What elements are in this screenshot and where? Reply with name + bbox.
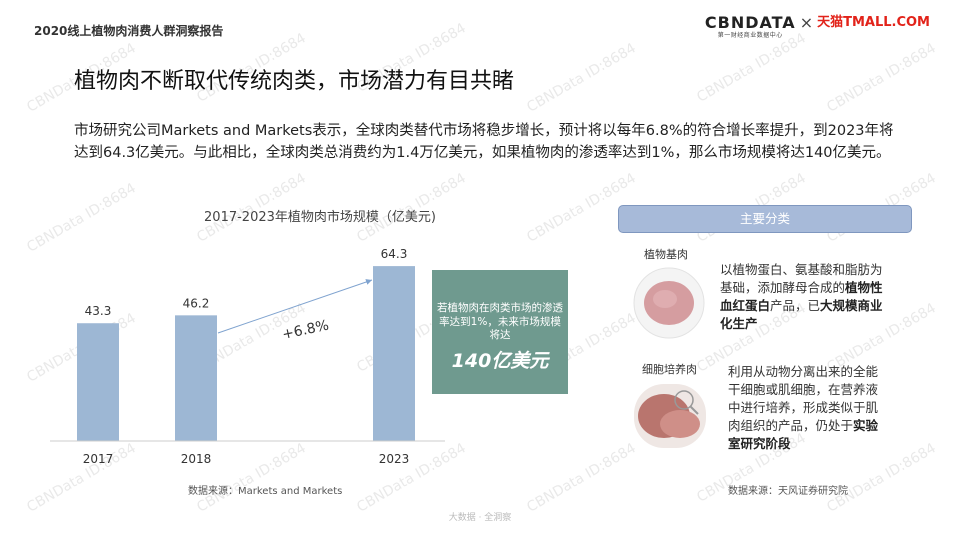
desc-highlight: 大规模商业化生产 <box>720 298 883 331</box>
category-desc-cultured: 利用从动物分离出来的全能干细胞或肌细胞，在营养液中进行培养，形成类似于肌肉组织的… <box>728 363 890 453</box>
growth-rate-label: +6.8% <box>281 317 331 342</box>
cbndata-wordmark: CBNDATA <box>704 13 796 32</box>
category-name-cultured: 细胞培养肉 <box>642 363 697 376</box>
categories-header: 主要分类 <box>618 205 912 233</box>
desc-text: 以植物蛋白、氨基酸和脂肪为基础，添加酵母合成的 <box>720 262 883 295</box>
watermark-text: CBNData ID:8684 <box>524 40 639 116</box>
plant-patty-image <box>633 267 705 339</box>
market-size-bar-chart: 43.3 2017 46.2 2018 64.3 2023 +6.8% <box>50 247 445 466</box>
bar-2018 <box>175 315 217 441</box>
callout-box: 若植物肉在肉类市场的渗透率达到1%，未来市场规模将达 140亿美元 <box>432 270 568 394</box>
desc-highlight: 实验室研究阶段 <box>728 418 879 451</box>
report-title: 2020线上植物肉消费人群洞察报告 <box>34 24 224 38</box>
bar-2017 <box>77 323 119 441</box>
categories-source: 数据来源：天风证券研究院 <box>728 486 848 497</box>
bar-2023 <box>373 266 415 441</box>
value-label-2023: 64.3 <box>381 247 408 261</box>
category-desc-plant-based: 以植物蛋白、氨基酸和脂肪为基础，添加酵母合成的植物性血红蛋白产品，已大规模商业化… <box>720 261 892 333</box>
chart-title: 2017-2023年植物肉市场规模（亿美元) <box>204 210 436 225</box>
desc-text: 利用从动物分离出来的全能干细胞或肌细胞，在营养液中进行培养，形成类似于肌肉组织的… <box>728 364 879 433</box>
value-label-2017: 43.3 <box>85 304 112 318</box>
tmall-logo: 天猫TMALL.COM <box>817 15 930 30</box>
category-label-2023: 2023 <box>379 452 410 466</box>
category-name-plant-based: 植物基肉 <box>644 248 688 261</box>
cross-icon: × <box>799 13 814 32</box>
value-label-2018: 46.2 <box>183 296 210 310</box>
chart-source: 数据来源：Markets and Markets <box>188 486 343 497</box>
watermark-text: CBNData ID:8684 <box>824 40 939 116</box>
cultured-meat-image <box>634 384 706 448</box>
desc-text: 产品，已 <box>770 298 821 313</box>
callout-value: 140亿美元 <box>451 349 549 372</box>
brand-logo: CBNDATA 第一财经商业数据中心 × 天猫TMALL.COM <box>705 14 930 44</box>
cbndata-tagline: 第一财经商业数据中心 <box>717 32 783 39</box>
intro-paragraph: 市场研究公司Markets and Markets表示，全球肉类替代市场将稳步增… <box>74 123 894 161</box>
category-label-2017: 2017 <box>83 452 114 466</box>
page-headline: 植物肉不断取代传统肉类，市场潜力有目共睹 <box>74 69 515 94</box>
growth-arrow <box>217 279 373 334</box>
callout-text: 若植物肉在肉类市场的渗透率达到1%，未来市场规模将达 <box>437 302 563 341</box>
footer-tagline: 大数据 · 全洞察 <box>448 513 512 523</box>
category-label-2018: 2018 <box>181 452 212 466</box>
desc-highlight: 植物性血红蛋白 <box>720 280 883 313</box>
cbndata-logo: CBNDATA 第一财经商业数据中心 <box>705 14 796 40</box>
